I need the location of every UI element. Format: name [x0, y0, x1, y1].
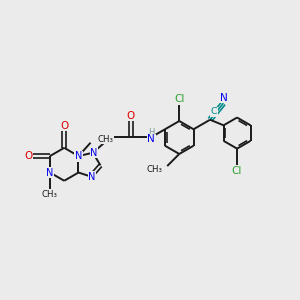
Text: H: H [148, 128, 154, 137]
Text: O: O [24, 151, 32, 161]
Text: N: N [46, 167, 54, 178]
Text: Cl: Cl [232, 166, 242, 176]
Text: CH₃: CH₃ [42, 190, 58, 199]
Text: N: N [147, 134, 155, 144]
Text: N: N [90, 148, 98, 158]
Text: O: O [60, 121, 68, 131]
Text: CH₃: CH₃ [98, 135, 114, 144]
Text: Cl: Cl [174, 94, 184, 104]
Text: N: N [88, 172, 96, 182]
Text: N: N [75, 151, 82, 161]
Text: CH₃: CH₃ [146, 165, 162, 174]
Text: C: C [211, 107, 217, 116]
Text: O: O [127, 111, 135, 121]
Text: N: N [220, 93, 227, 103]
